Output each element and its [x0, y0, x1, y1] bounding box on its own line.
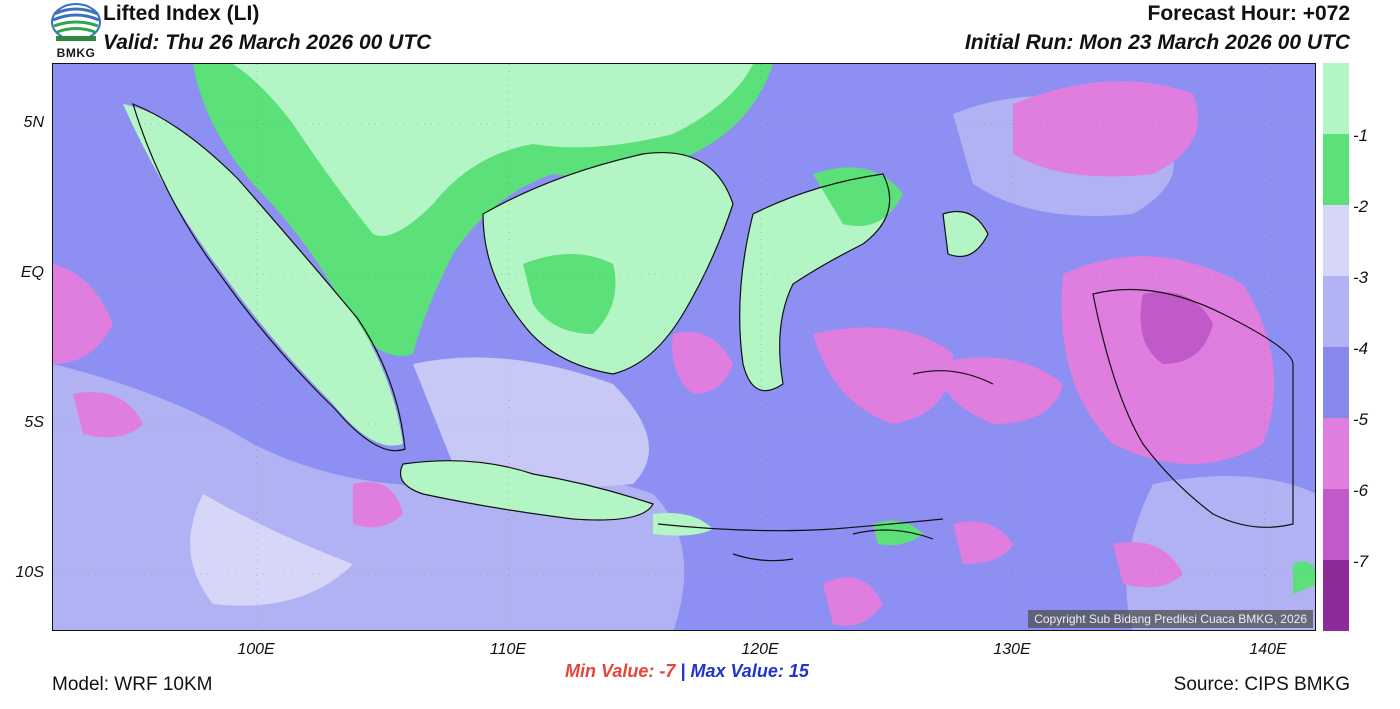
colorbar-label: -6	[1353, 481, 1369, 500]
logo-text: BMKG	[56, 46, 96, 60]
colorbar-label: -7	[1353, 552, 1369, 571]
colorbar-label: -3	[1353, 268, 1369, 287]
colorbar-label: -2	[1353, 197, 1369, 216]
li-field-map	[53, 64, 1315, 630]
copyright-notice: Copyright Sub Bidang Prediksi Cuaca BMKG…	[1028, 610, 1313, 628]
colorbar-swatch	[1323, 418, 1349, 489]
map-title: Lifted Index (LI)	[103, 2, 260, 25]
lat-label-5s: 5S	[24, 414, 44, 431]
lat-label-eq: EQ	[20, 264, 44, 281]
colorbar-swatch	[1323, 134, 1349, 205]
separator: |	[680, 661, 686, 681]
lon-label-130e: 130E	[993, 641, 1031, 658]
valid-time: Valid: Thu 26 March 2026 00 UTC	[103, 31, 432, 54]
source-name: Source: CIPS BMKG	[1173, 674, 1350, 695]
min-label: Min Value:	[565, 661, 655, 681]
colorbar-swatch	[1323, 205, 1349, 276]
lon-label-100e: 100E	[237, 641, 275, 658]
lat-label-5n: 5N	[23, 114, 44, 131]
lon-label-120e: 120E	[741, 641, 779, 658]
lat-label-10s: 10S	[15, 564, 44, 581]
forecast-hour: Forecast Hour: +072	[1147, 2, 1351, 25]
li-map-panel: Copyright Sub Bidang Prediksi Cuaca BMKG…	[52, 63, 1316, 631]
min-value: -7	[659, 661, 676, 681]
colorbar-swatch	[1323, 63, 1349, 134]
colorbar-swatch	[1323, 560, 1349, 631]
colorbar-swatch	[1323, 347, 1349, 418]
lon-label-140e: 140E	[1249, 641, 1287, 658]
model-name: Model: WRF 10KM	[52, 674, 213, 695]
lon-label-110e: 110E	[489, 641, 527, 658]
min-max-values: Min Value: -7 | Max Value: 15	[565, 661, 809, 682]
colorbar-swatch	[1323, 276, 1349, 347]
max-label: Max Value:	[690, 661, 784, 681]
colorbar	[1323, 63, 1349, 631]
bmkg-logo: BMKG	[50, 0, 102, 62]
initial-run: Initial Run: Mon 23 March 2026 00 UTC	[964, 31, 1350, 54]
colorbar-label: -4	[1353, 339, 1369, 358]
colorbar-swatch	[1323, 489, 1349, 560]
max-value: 15	[788, 661, 809, 681]
colorbar-label: -1	[1353, 126, 1369, 145]
colorbar-label: -5	[1353, 410, 1369, 429]
